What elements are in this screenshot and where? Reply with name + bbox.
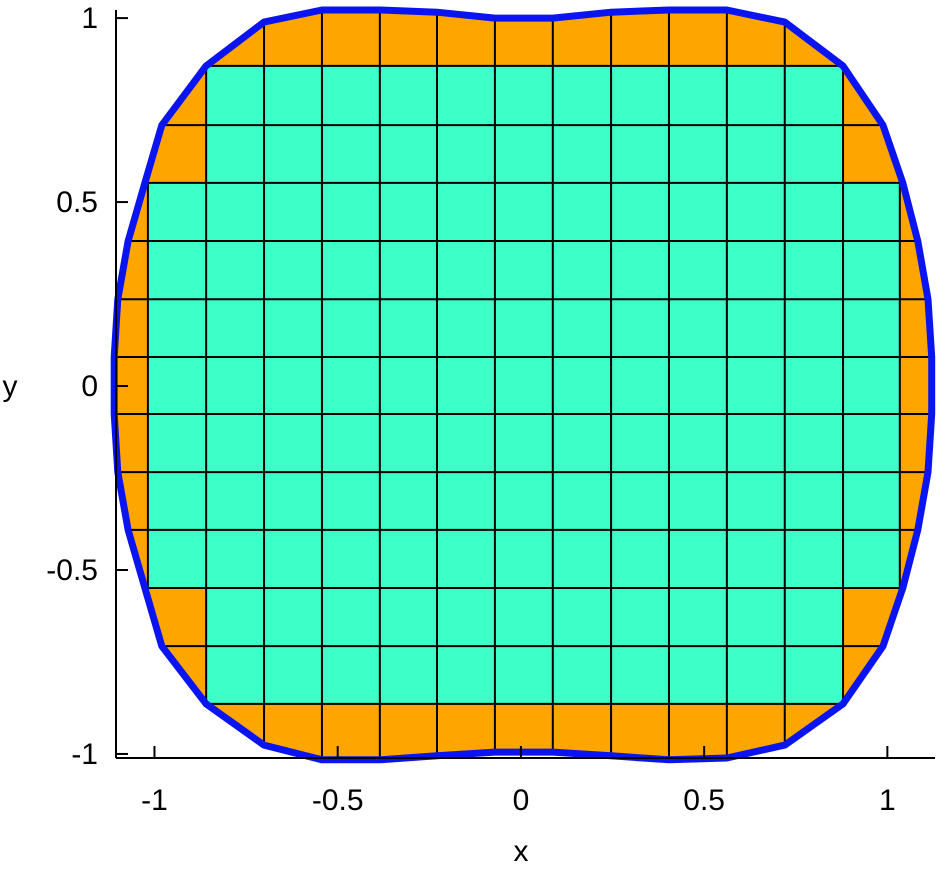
x-axis-label: x (514, 835, 529, 868)
y-tick-label: 1 (81, 2, 98, 35)
x-tick-label: 1 (879, 784, 896, 817)
y-tick-label: -0.5 (46, 554, 98, 587)
inner-region (147, 65, 900, 704)
x-tick-label: 0.5 (683, 784, 725, 817)
y-tick-label: 0 (81, 370, 98, 403)
x-tick-label: -1 (141, 784, 168, 817)
y-tick-label: -1 (71, 738, 98, 771)
x-tick-label: -0.5 (312, 784, 364, 817)
mesh-grid (114, 10, 932, 760)
y-axis-label: y (3, 370, 18, 403)
y-tick-label: 0.5 (56, 186, 98, 219)
x-tick-label: 0 (513, 784, 530, 817)
